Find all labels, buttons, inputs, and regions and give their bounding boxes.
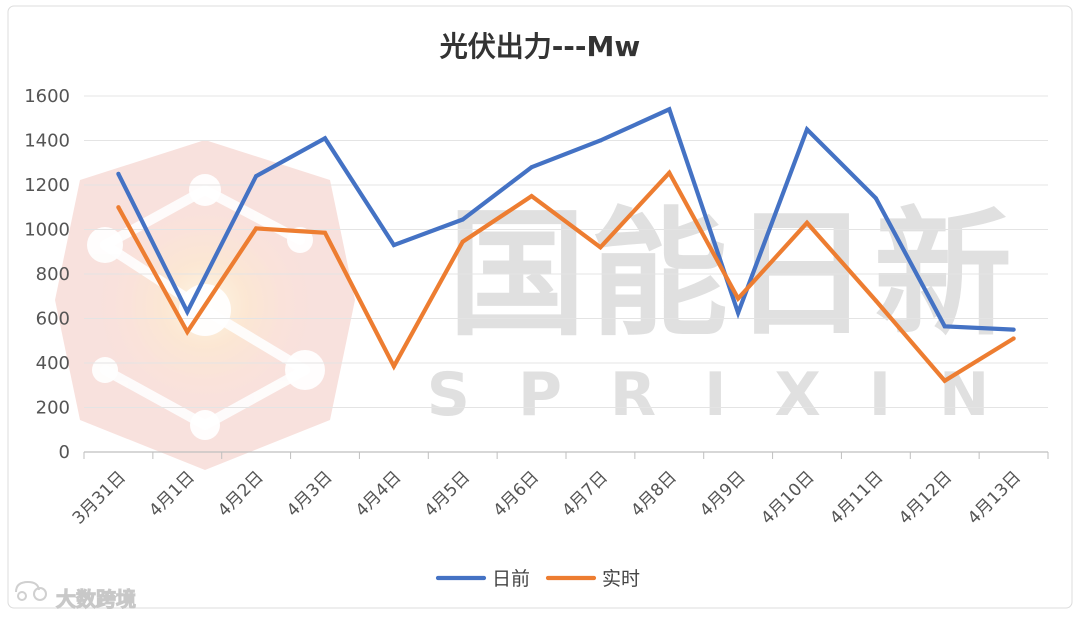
data-point [460, 239, 465, 244]
data-point [667, 107, 672, 112]
data-point [598, 245, 603, 250]
series-line-1 [116, 169, 1016, 384]
data-point [667, 170, 672, 175]
data-point [391, 243, 396, 248]
data-point [736, 296, 741, 301]
legend: 日前 实时 [435, 568, 640, 590]
data-point [598, 138, 603, 143]
data-point [185, 309, 190, 314]
chart-title: 光伏出力---Mw [439, 30, 641, 63]
chart-frame [7, 5, 1073, 609]
data-point [873, 298, 878, 303]
data-point [942, 378, 947, 383]
corner-badge-text: 大数跨境 [56, 587, 136, 611]
corner-badge: 大数跨境 [15, 580, 137, 612]
data-point [805, 220, 809, 225]
y-tick-label: 200 [36, 398, 70, 419]
y-tick-label: 600 [36, 309, 70, 330]
data-point [185, 329, 190, 334]
y-tick-label: 1200 [24, 175, 70, 196]
y-tick-label: 400 [36, 353, 70, 374]
series-line-0 [116, 106, 1016, 332]
y-tick-label: 1400 [24, 131, 70, 152]
data-point [1011, 327, 1016, 332]
data-point [254, 174, 259, 179]
data-point [736, 310, 741, 315]
grid-layer [84, 95, 1048, 408]
watermark-text-en: SPRIXIN [427, 360, 1038, 430]
y-tick-label: 0 [59, 442, 70, 463]
chat-bubble-icon [15, 580, 47, 601]
data-point [391, 364, 396, 369]
legend-label: 实时 [602, 568, 640, 590]
legend-label: 日前 [492, 568, 530, 590]
y-tick-label: 1600 [24, 86, 70, 107]
data-point [254, 226, 259, 231]
data-point [116, 171, 121, 176]
data-point [323, 136, 327, 141]
data-point [805, 127, 809, 132]
y-tick-label: 1000 [24, 220, 70, 241]
data-point [873, 196, 878, 201]
data-point [460, 217, 465, 222]
data-point [529, 194, 534, 199]
data-point [529, 165, 534, 170]
data-point [116, 205, 121, 210]
data-point [942, 324, 947, 329]
data-point [1011, 336, 1016, 341]
y-tick-label: 800 [36, 264, 70, 285]
series-layer [116, 106, 1016, 384]
data-point [323, 230, 327, 235]
